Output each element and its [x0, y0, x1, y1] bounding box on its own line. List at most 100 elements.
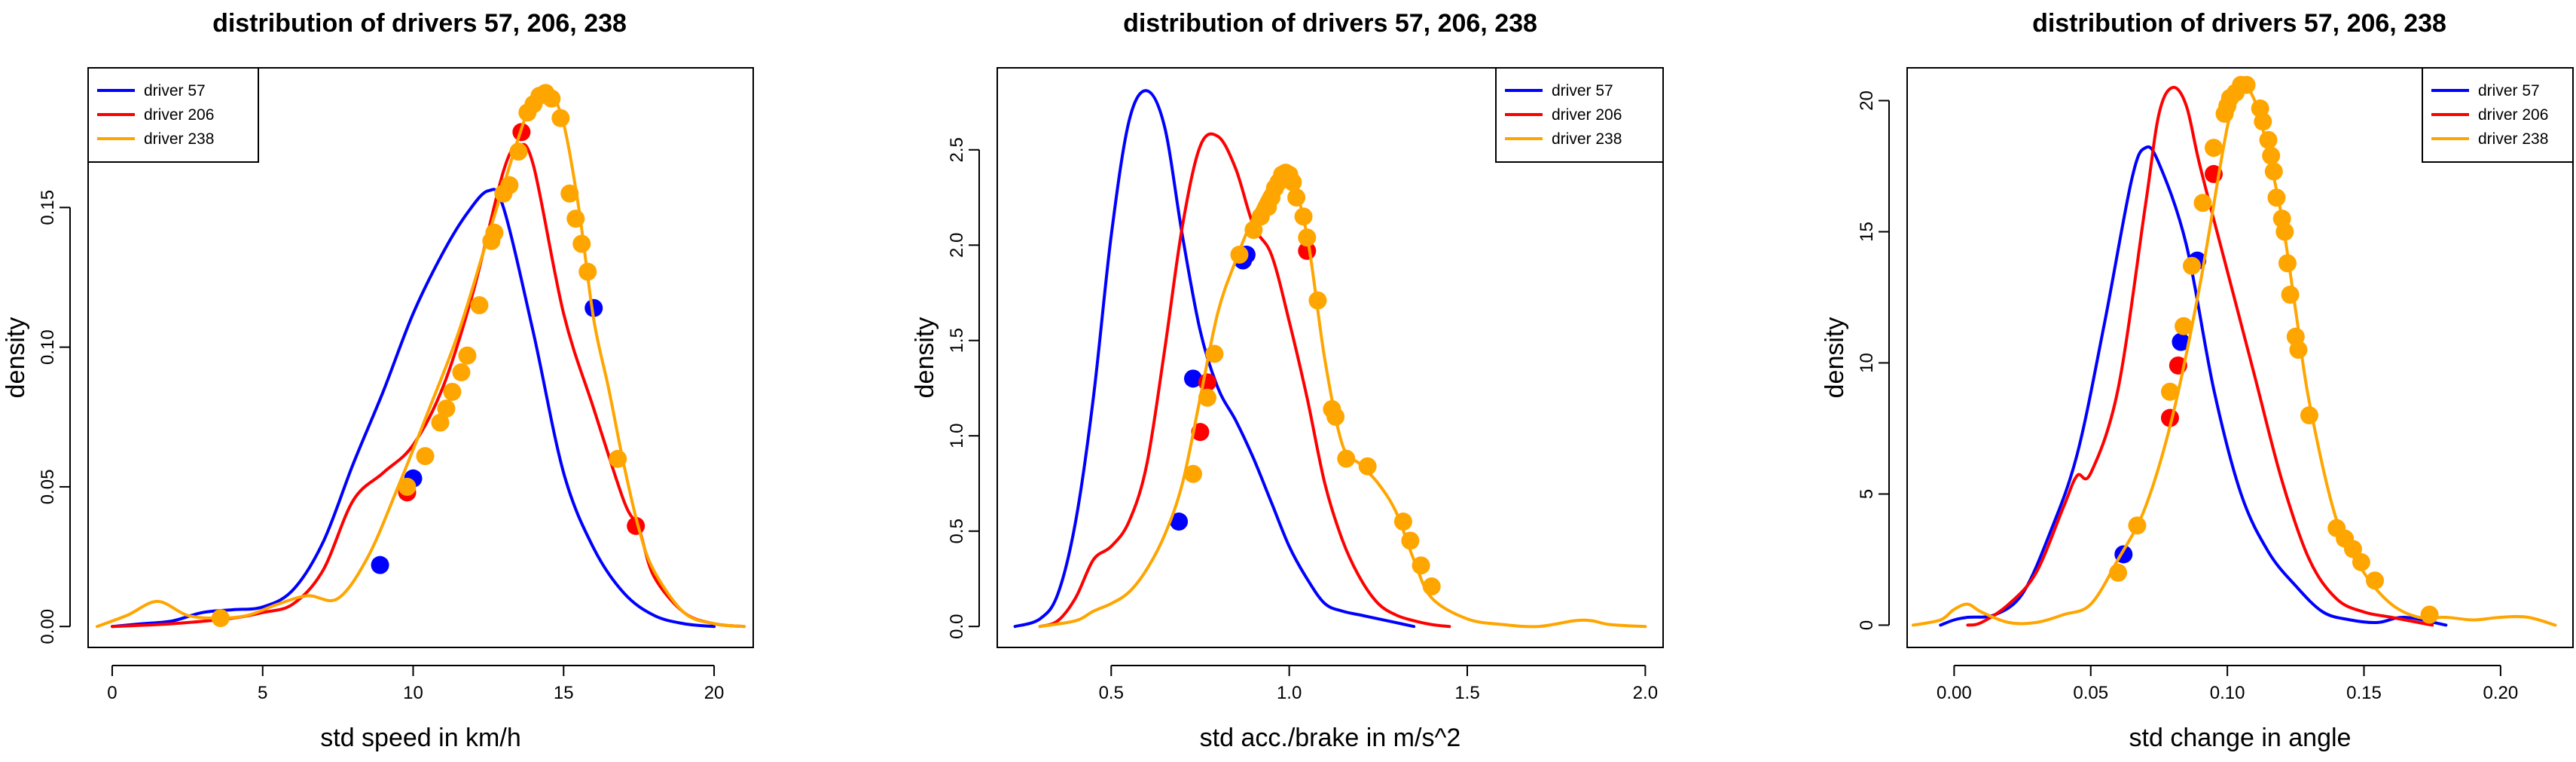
density-curve	[111, 142, 746, 629]
data-point	[609, 449, 627, 468]
x-tick-label: 20	[704, 683, 725, 703]
density-curve	[1013, 89, 1416, 629]
y-axis-label: density	[2, 317, 30, 399]
data-point	[2289, 341, 2308, 360]
y-tick-label: 10	[1857, 353, 1877, 373]
chart-panel-2: distribution of drivers 57, 206, 238 0.5 1…	[911, 9, 1664, 752]
density-curve	[96, 87, 746, 629]
series-driver-238	[1038, 164, 1647, 629]
x-axis-label: std speed in km/h	[320, 724, 520, 752]
x-tick-label: 2.0	[1633, 683, 1658, 703]
data-point	[1184, 464, 1202, 483]
legend-label: driver 238	[2478, 130, 2548, 148]
legend-label: driver 57	[1552, 82, 1613, 99]
data-point	[2343, 540, 2362, 558]
data-point	[2262, 146, 2281, 165]
chart-panel-1: distribution of drivers 57, 206, 238 0 5 10…	[2, 9, 754, 752]
series-driver-57	[111, 188, 716, 629]
series-driver-57	[1939, 145, 2448, 627]
data-point	[431, 413, 450, 432]
data-point	[470, 296, 489, 315]
chart-title: distribution of drivers 57, 206, 238	[2032, 9, 2446, 38]
data-point	[2128, 516, 2147, 535]
data-point	[2275, 222, 2294, 241]
data-point	[500, 176, 519, 194]
data-point	[2172, 332, 2190, 351]
series-driver-238	[96, 84, 746, 629]
legend: driver 57 driver 206 driver 238	[1495, 67, 1664, 163]
chart-title: distribution of drivers 57, 206, 238	[212, 9, 627, 38]
data-point	[551, 109, 570, 127]
data-point	[1244, 221, 1263, 240]
data-point	[452, 363, 471, 381]
data-point	[2278, 254, 2297, 273]
data-point	[1358, 457, 1377, 476]
data-point	[2160, 382, 2179, 401]
x-tick-label: 5	[258, 683, 267, 703]
x-tick-label: 0.5	[1099, 683, 1124, 703]
plot-frame	[87, 67, 754, 648]
legend: driver 57 driver 206 driver 238	[2422, 67, 2574, 163]
data-point	[2259, 130, 2278, 149]
legend: driver 57 driver 206 driver 238	[87, 67, 259, 163]
data-point	[2300, 406, 2318, 425]
y-tick-label: 0.0	[947, 614, 967, 638]
legend-label: driver 57	[144, 82, 206, 99]
y-tick-label: 5	[1857, 489, 1877, 499]
x-tick-label: 0.10	[2210, 683, 2245, 703]
data-point	[2366, 571, 2385, 590]
data-point	[1230, 245, 1249, 264]
data-point	[2264, 162, 2283, 181]
data-point	[2237, 75, 2256, 94]
data-point	[443, 382, 462, 401]
legend-label: driver 206	[2478, 106, 2548, 124]
series-driver-206	[1966, 85, 2434, 627]
y-tick-label: 2.5	[947, 137, 967, 162]
data-point	[437, 399, 456, 418]
data-point	[1393, 513, 1412, 531]
x-tick-label: 0.00	[1937, 683, 1972, 703]
plot-frame	[997, 67, 1664, 648]
data-point	[584, 298, 603, 317]
data-point	[1337, 449, 1356, 468]
data-point	[2281, 285, 2300, 304]
data-point	[1401, 531, 1420, 550]
data-point	[2175, 317, 2193, 335]
data-point	[1170, 513, 1189, 531]
data-point	[1287, 188, 1306, 207]
data-point	[211, 609, 230, 628]
density-curve	[1912, 84, 2557, 627]
legend-label: driver 57	[2478, 82, 2540, 99]
series-driver-206	[1038, 132, 1451, 629]
data-point	[578, 262, 597, 281]
data-point	[371, 555, 389, 574]
x-tick-label: 15	[554, 683, 574, 703]
data-point	[2182, 256, 2201, 275]
y-tick-label: 15	[1857, 222, 1877, 242]
y-tick-label: 0.10	[38, 329, 58, 365]
data-point	[1326, 407, 1345, 426]
data-point	[485, 223, 504, 242]
x-tick-label: 0	[107, 683, 117, 703]
x-tick-label: 0.20	[2483, 683, 2519, 703]
plot-frame	[1906, 67, 2574, 648]
data-point	[2420, 605, 2439, 624]
density-curve	[111, 188, 716, 629]
data-point	[1422, 577, 1441, 596]
data-point	[1298, 228, 1317, 247]
series-driver-206	[111, 123, 746, 629]
density-curve	[1038, 132, 1451, 629]
x-tick-label: 10	[403, 683, 423, 703]
x-tick-label: 1.0	[1277, 683, 1302, 703]
data-point	[1412, 556, 1430, 575]
density-curve	[1939, 145, 2448, 627]
y-tick-label: 0.15	[38, 190, 58, 225]
density-curve	[1038, 170, 1647, 629]
y-tick-label: 2.0	[947, 233, 967, 258]
y-tick-label: 0	[1857, 620, 1877, 630]
chart-title: distribution of drivers 57, 206, 238	[1123, 9, 1537, 38]
y-tick-label: 1.0	[947, 424, 967, 448]
x-axis-label: std change in angle	[2129, 724, 2352, 752]
data-point	[1283, 173, 1302, 191]
